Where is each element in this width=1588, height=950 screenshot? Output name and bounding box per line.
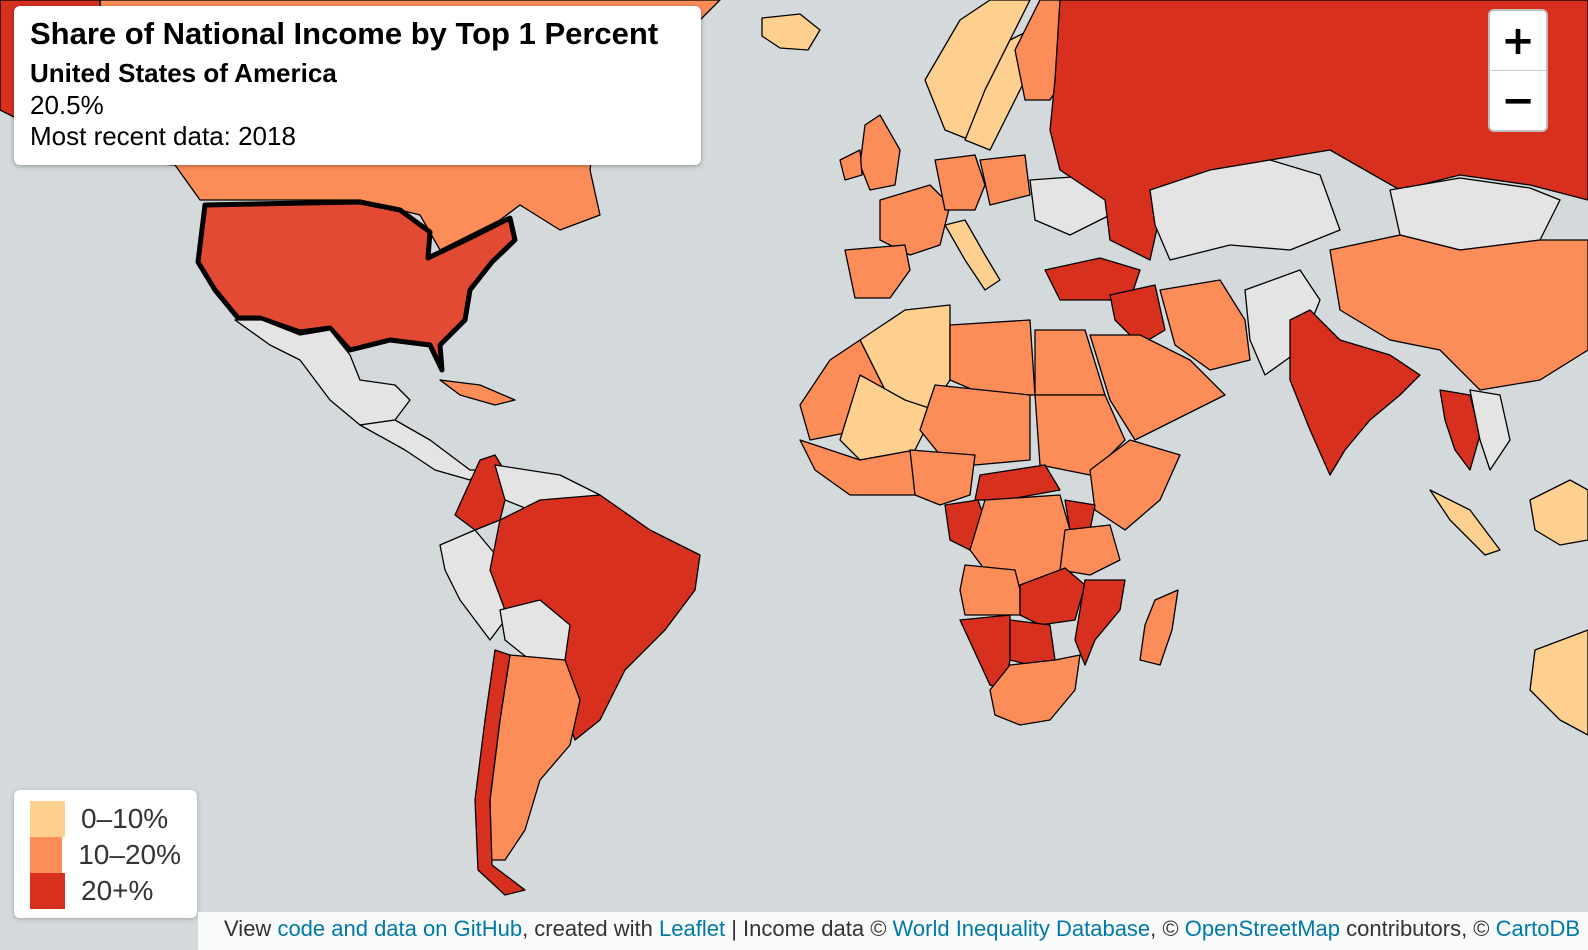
country-united-states-of-america[interactable] [195,199,518,373]
country-botswana[interactable] [1009,619,1056,666]
zoom-in-button[interactable]: + [1501,17,1535,64]
zoom-out-button[interactable]: − [1490,70,1546,130]
country-niger-chad[interactable] [919,384,1031,466]
attribution-text: | Income data © [725,916,893,941]
legend-item: 10–20% [30,837,181,873]
country-thailand[interactable] [1439,389,1481,471]
legend-item: 0–10% [30,801,181,837]
country-nigeria[interactable] [909,449,976,506]
legend: 0–10% 10–20% 20+% [14,790,197,918]
country-kazakhstan[interactable] [1149,159,1341,261]
map-title: Share of National Income by Top 1 Percen… [30,16,659,51]
legend-item: 20+% [30,873,181,909]
country-spain[interactable] [844,244,911,299]
country-ireland[interactable] [839,149,863,181]
country-madagascar[interactable] [1139,589,1179,666]
country-germany[interactable] [934,154,986,211]
country-indonesia[interactable] [1429,489,1501,556]
country-kenya-uganda[interactable] [1064,499,1096,531]
country-central-african-rep[interactable] [974,464,1061,501]
country-iraq[interactable] [1109,284,1166,346]
attribution-text: , © [1150,916,1185,941]
github-link[interactable]: code and data on GitHub [277,916,523,941]
country-tanzania[interactable] [1059,524,1121,576]
country-poland[interactable] [979,154,1031,206]
info-panel: Share of National Income by Top 1 Percen… [14,6,701,165]
legend-swatch-low [30,801,65,837]
country-southeast-asia[interactable] [1469,389,1511,471]
country-angola[interactable] [959,564,1021,616]
country-italy[interactable] [944,219,1001,291]
country-borneo[interactable] [1529,479,1588,546]
country-france[interactable] [879,184,951,256]
country-chile[interactable] [474,649,526,896]
cartodb-link[interactable]: CartoDB [1495,916,1580,941]
country-china[interactable] [1329,234,1588,391]
leaflet-link[interactable]: Leaflet [659,916,726,941]
zoom-control: + − [1488,9,1548,132]
country-greenland-edge[interactable] [761,13,821,51]
attribution-text: View [224,916,278,941]
selected-country-value: 20.5% [30,90,104,120]
legend-swatch-high [30,873,65,909]
legend-label-mid: 10–20% [78,839,181,870]
legend-label-low: 0–10% [81,803,169,834]
country-south-africa[interactable] [989,654,1081,726]
legend-label-high: 20+% [81,875,154,906]
country-peru[interactable] [439,529,506,641]
selected-country-data-year: Most recent data: 2018 [30,121,296,151]
country-iran[interactable] [1159,279,1251,371]
country-cuba[interactable] [439,379,516,406]
country-zambia-zimbabwe[interactable] [1019,567,1086,626]
country-ethiopia[interactable] [1089,439,1181,531]
country-australia[interactable] [1529,629,1588,736]
attribution-bar: View code and data on GitHub, created wi… [198,912,1588,950]
legend-swatch-mid [30,837,63,873]
openstreetmap-link[interactable]: OpenStreetMap [1184,916,1341,941]
attribution-text: contributors, © [1340,916,1496,941]
world-inequality-database-link[interactable]: World Inequality Database [892,916,1151,941]
country-india[interactable] [1289,309,1421,476]
country-saudi-arabia[interactable] [1089,334,1226,441]
attribution-text: , created with [522,916,660,941]
country-mozambique[interactable] [1074,579,1126,666]
country-libya[interactable] [949,319,1036,396]
country-turkey[interactable] [1044,257,1141,301]
selected-country-name: United States of America [30,58,337,88]
country-mexico[interactable] [234,319,411,426]
